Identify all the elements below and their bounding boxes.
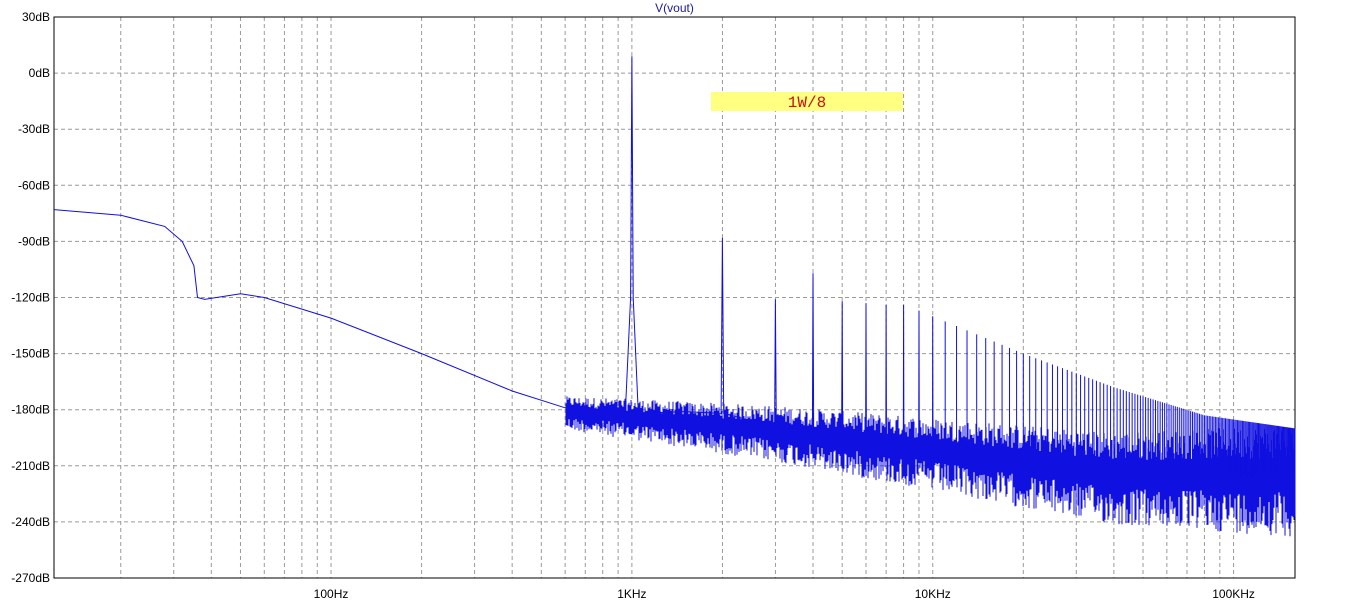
x-tick-label: 100Hz [314,587,349,601]
y-tick-label: -150dB [11,347,50,361]
x-tick-labels: 100Hz 1KHz 10KHz 100KHz [314,587,1255,601]
y-tick-label: -270dB [11,571,50,585]
x-tick-label: 100KHz [1212,587,1255,601]
annotations: 1W/8 [711,92,903,112]
y-tick-label: 0dB [29,66,50,80]
y-tick-label: -30dB [18,122,50,136]
noise-floor-path [565,396,1296,537]
y-tick-label: -60dB [18,178,50,192]
y-tick-label: -90dB [18,234,50,248]
annotation-box [711,92,903,111]
noise-floor [565,396,1296,537]
y-tick-label: -210dB [11,459,50,473]
y-tick-label: 30dB [22,10,50,24]
x-tick-label: 10KHz [915,587,951,601]
annotation-label: 1W/8 [788,94,826,112]
y-tick-labels: 30dB 0dB -30dB -60dB -90dB -120dB -150dB -180dB… [11,10,50,585]
harmonic-spikes [944,321,1296,478]
y-tick-label: -180dB [11,403,50,417]
x-tick-label: 1KHz [617,587,646,601]
series-line-vout [53,56,1296,486]
y-tick-label: -240dB [11,515,50,529]
y-tick-label: -120dB [11,291,50,305]
plot-frame [53,16,1296,579]
chart-title: V(vout) [655,1,694,15]
